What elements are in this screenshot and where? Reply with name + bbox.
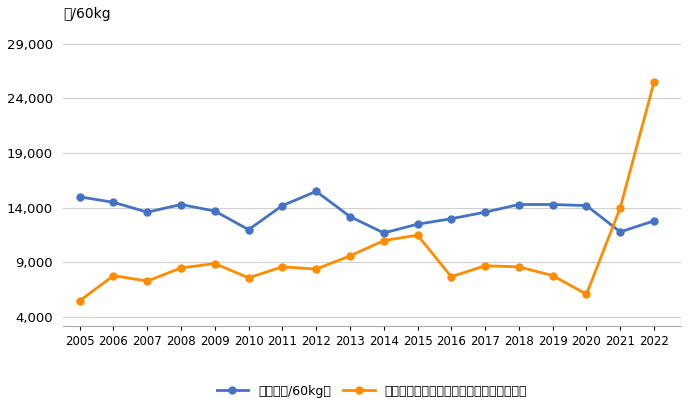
日本（円/60kg） — [481, 210, 489, 215]
日本（円/60kg） — [413, 222, 422, 227]
Legend: 日本（円/60kg）, 政府買入価格（アメリカ産加重平均価格）: 日本（円/60kg）, 政府買入価格（アメリカ産加重平均価格） — [212, 380, 532, 403]
日本（円/60kg） — [211, 209, 219, 214]
日本（円/60kg） — [109, 200, 118, 205]
政府買入価格（アメリカ産加重平均価格） — [413, 233, 422, 237]
日本（円/60kg） — [76, 195, 84, 199]
政府買入価格（アメリカ産加重平均価格） — [278, 264, 286, 269]
日本（円/60kg） — [143, 210, 151, 215]
政府買入価格（アメリカ産加重平均価格） — [481, 263, 489, 268]
日本（円/60kg） — [312, 189, 321, 194]
政府買入価格（アメリカ産加重平均価格） — [346, 254, 354, 259]
日本（円/60kg） — [515, 202, 523, 207]
政府買入価格（アメリカ産加重平均価格） — [582, 292, 590, 297]
Line: 日本（円/60kg）: 日本（円/60kg） — [76, 188, 658, 236]
日本（円/60kg） — [582, 203, 590, 208]
Text: 円/60kg: 円/60kg — [63, 7, 110, 21]
政府買入価格（アメリカ産加重平均価格） — [380, 238, 388, 243]
Line: 政府買入価格（アメリカ産加重平均価格）: 政府買入価格（アメリカ産加重平均価格） — [76, 78, 658, 304]
政府買入価格（アメリカ産加重平均価格） — [515, 264, 523, 269]
政府買入価格（アメリカ産加重平均価格） — [312, 266, 321, 271]
政府買入価格（アメリカ産加重平均価格） — [616, 205, 625, 210]
日本（円/60kg） — [244, 227, 252, 232]
政府買入価格（アメリカ産加重平均価格） — [447, 274, 455, 279]
政府買入価格（アメリカ産加重平均価格） — [76, 298, 84, 303]
日本（円/60kg） — [650, 218, 658, 223]
日本（円/60kg） — [177, 202, 185, 207]
政府買入価格（アメリカ産加重平均価格） — [548, 273, 557, 278]
政府買入価格（アメリカ産加重平均価格） — [211, 261, 219, 266]
政府買入価格（アメリカ産加重平均価格） — [244, 275, 252, 280]
政府買入価格（アメリカ産加重平均価格） — [177, 266, 185, 271]
日本（円/60kg） — [380, 230, 388, 235]
政府買入価格（アメリカ産加重平均価格） — [143, 279, 151, 284]
日本（円/60kg） — [346, 214, 354, 219]
日本（円/60kg） — [548, 202, 557, 207]
政府買入価格（アメリカ産加重平均価格） — [650, 80, 658, 85]
日本（円/60kg） — [616, 229, 625, 234]
日本（円/60kg） — [447, 216, 455, 221]
日本（円/60kg） — [278, 203, 286, 208]
政府買入価格（アメリカ産加重平均価格） — [109, 273, 118, 278]
